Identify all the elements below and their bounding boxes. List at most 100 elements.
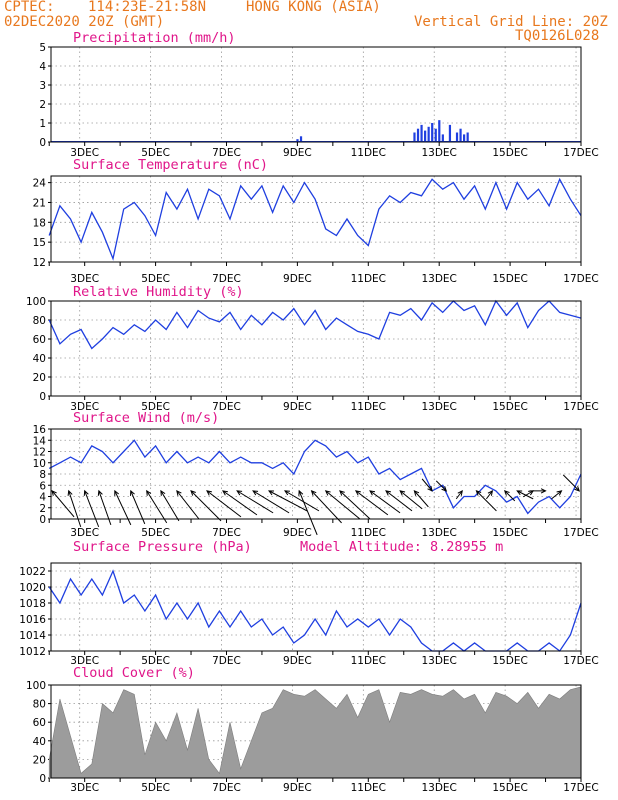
wind-arrow-shaft: [146, 490, 168, 524]
precip-bar: [455, 132, 459, 142]
wind-arrow-head: [399, 490, 406, 496]
precip-bar: [420, 124, 423, 142]
wind-arrow-head: [268, 490, 275, 496]
wind-arrow-head: [97, 489, 103, 496]
wind-arrow-head: [51, 489, 57, 496]
precip-bar: [431, 123, 434, 142]
wind-arrow-shaft: [421, 478, 433, 492]
wind-arrow-shaft: [435, 480, 447, 492]
panel-title: Surface Temperature (nC): [73, 157, 268, 173]
wind-arrow-shaft: [504, 490, 516, 502]
wind-arrow-shaft: [236, 490, 274, 514]
wind-arrow: [413, 490, 429, 508]
y-tick-label: 5: [39, 42, 46, 54]
wind-arrow-head: [190, 490, 196, 496]
precip-bar: [441, 134, 444, 142]
panel-title: Surface Pressure (hPa): [73, 539, 252, 555]
x-tick-label: 9DEC: [283, 527, 312, 539]
wind-arrow-head: [487, 489, 494, 496]
panel-frame: [50, 300, 582, 397]
x-tick-label: 9DEC: [283, 401, 312, 413]
y-tick-label: 16: [33, 424, 47, 436]
x-tick-label: 3DEC: [70, 147, 99, 159]
panel-title: Surface Wind (m/s): [73, 410, 219, 426]
y-tick-label: 0: [39, 773, 46, 785]
wind-arrow: [310, 490, 342, 524]
x-tick-label: 7DEC: [212, 655, 241, 667]
y-tick-label: 15: [33, 237, 46, 249]
wind-arrow-shaft: [485, 490, 493, 500]
x-tick-label: 3DEC: [70, 655, 99, 667]
wind-arrow: [475, 490, 497, 512]
x-tick-label: 5DEC: [141, 782, 170, 794]
wind-arrow-head: [385, 490, 392, 496]
precip-bar: [427, 126, 430, 142]
y-tick-label: 1020: [19, 582, 46, 594]
y-tick-label: 21: [33, 197, 46, 209]
header-datetime: 02DEC2020 20Z (GMT): [4, 14, 164, 30]
precip-bar: [448, 124, 452, 142]
y-tick-label: 18: [33, 217, 46, 229]
wind-arrow-head: [369, 490, 376, 496]
y-tick-label: 1012: [19, 646, 46, 658]
cloud-area: [48, 686, 582, 779]
wind-arrow-head: [475, 490, 482, 496]
wind-arrow: [67, 489, 82, 528]
wind-arrow: [130, 489, 146, 525]
wind-arrow-head: [516, 490, 523, 496]
series-line: [48, 299, 582, 350]
precip-bar: [413, 132, 416, 142]
x-tick-label: 13DEC: [421, 782, 456, 794]
wind-arrow: [236, 490, 274, 514]
wind-arrow-shaft: [455, 490, 463, 500]
wind-arrow-shaft: [268, 490, 308, 512]
wind-arrow-shaft: [130, 490, 146, 525]
x-tick-label: 17DEC: [563, 147, 598, 159]
wind-arrow: [51, 489, 75, 518]
wind-arrow-shaft: [355, 490, 389, 516]
y-tick-label: 2: [39, 99, 46, 111]
precip-bar: [438, 120, 441, 142]
series-line: [48, 569, 582, 652]
wind-arrow-shaft: [339, 490, 371, 520]
header-coords: 114:23E-21:58N: [88, 0, 206, 15]
panel-title: Precipitation (mm/h): [73, 30, 236, 46]
series-line: [48, 439, 582, 515]
wind-arrow-shaft: [385, 490, 413, 512]
y-tick-label: 4: [39, 492, 46, 504]
precip-bar: [434, 128, 437, 142]
y-tick-label: 100: [26, 296, 46, 308]
x-tick-label: 17DEC: [563, 401, 598, 413]
y-tick-label: 24: [33, 178, 47, 190]
x-tick-label: 17DEC: [563, 782, 598, 794]
panel-frame: [50, 46, 582, 143]
wind-arrow: [516, 490, 534, 500]
y-tick-label: 10: [33, 458, 46, 470]
wind-arrow: [369, 490, 401, 514]
wind-arrow-shaft: [206, 490, 242, 518]
wind-arrow: [455, 489, 463, 500]
header-location: HONG KONG (ASIA): [246, 0, 381, 15]
x-tick-label: 17DEC: [563, 655, 598, 667]
x-tick-label: 15DEC: [492, 401, 527, 413]
x-tick-label: 17DEC: [563, 273, 598, 285]
y-tick-label: 2: [39, 503, 46, 515]
wind-arrow: [298, 489, 318, 536]
x-tick-label: 9DEC: [283, 655, 312, 667]
y-tick-label: 60: [33, 717, 46, 729]
y-tick-label: 60: [33, 334, 46, 346]
wind-arrow-head: [574, 485, 581, 492]
wind-arrow-head: [83, 489, 89, 496]
panel-5: Cloud Cover (%) 0 20 40 60 80 100 3DEC 5DEC 7DEC 9…: [26, 665, 599, 794]
wind-arrow: [206, 490, 242, 518]
wind-arrow: [252, 490, 290, 514]
wind-arrow-head: [540, 488, 547, 494]
wind-arrow: [176, 489, 200, 520]
panel-title: Cloud Cover (%): [73, 665, 195, 681]
header-source: CPTEC:: [4, 0, 55, 15]
wind-arrow: [529, 488, 547, 494]
wind-arrow-shaft: [522, 490, 534, 498]
y-tick-label: 0: [39, 514, 46, 526]
x-tick-label: 3DEC: [70, 527, 99, 539]
